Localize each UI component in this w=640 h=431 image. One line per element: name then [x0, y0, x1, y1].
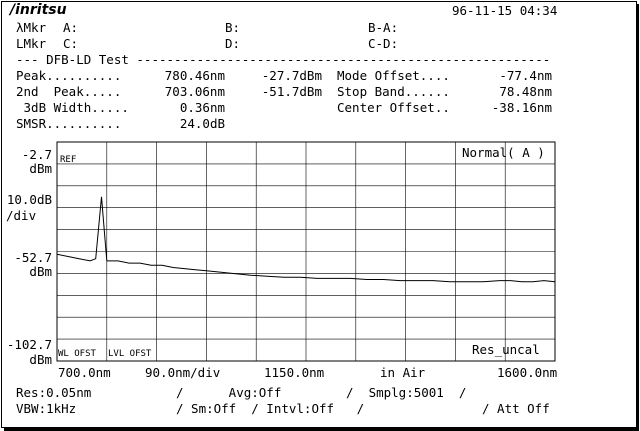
peak-label: Peak.......... — [16, 68, 122, 83]
y-ref-value: -52.7 — [14, 250, 52, 265]
stop-band-value: 78.48nm — [499, 84, 552, 99]
y-bottom-unit: dBm — [29, 352, 52, 367]
x-start-label: 700.0nm — [58, 365, 111, 380]
peak-wavelength: 780.46nm — [164, 68, 225, 83]
width-label: 3dB Width..... — [16, 100, 129, 115]
average-setting: / Avg:Off — [176, 385, 282, 400]
peak-level: -27.7dBm — [261, 68, 322, 83]
marker-b-a: B-A: — [368, 20, 399, 35]
ref-tag: REF — [60, 155, 77, 165]
width-value: 0.36nm — [179, 100, 225, 115]
vbw-setting: VBW:1kHz — [16, 401, 77, 416]
marker-b: B: — [225, 20, 241, 35]
datetime: 96-11-15 04:34 — [452, 3, 558, 18]
resolution-status: Res_uncal — [472, 342, 540, 357]
y-top-unit: dBm — [29, 161, 52, 176]
marker-c-d: C-D: — [368, 36, 399, 51]
second-peak-label: 2nd Peak..... — [16, 84, 122, 99]
second-peak-wavelength: 703.06nm — [164, 84, 225, 99]
x-div-label: 90.0nm/div — [145, 365, 221, 380]
frame-shadow — [4, 428, 639, 431]
grid — [57, 142, 555, 361]
smsr-value: 24.0dB — [179, 116, 225, 131]
medium-label: in Air — [380, 365, 426, 380]
mode-offset-label: Mode Offset.... — [337, 68, 450, 83]
smooth-interval-setting: / Sm:Off / Intvl:Off / — [176, 401, 365, 416]
x-center-label: 1150.0nm — [264, 365, 325, 380]
y-bottom-value: -102.7 — [6, 337, 52, 352]
second-peak-level: -51.7dBm — [261, 84, 322, 99]
resolution-setting: Res:0.05nm — [16, 385, 92, 400]
level-marker-label: LMkr — [16, 36, 47, 51]
attenuator-setting: / Att Off — [482, 401, 550, 416]
y-ref-unit: dBm — [29, 264, 52, 279]
y-top-value: -2.7 — [21, 147, 52, 162]
stop-band-label: Stop Band...... — [337, 84, 450, 99]
marker-c: C: — [63, 36, 79, 51]
brand-logo: /inritsu — [10, 2, 67, 18]
center-offset-label: Center Offset.. — [337, 100, 450, 115]
marker-d: D: — [225, 36, 241, 51]
test-title-line: --- DFB-LD Test ------------------------… — [16, 53, 551, 67]
y-scale-unit: /div — [6, 208, 37, 223]
sampling-setting: / Smplg:5001 / — [346, 385, 467, 400]
mode-offset-value: -77.4nm — [499, 68, 552, 83]
center-offset-value: -38.16nm — [491, 100, 552, 115]
y-scale-value: 10.0dB — [6, 192, 52, 207]
wavelength-marker-label: λMkr — [16, 20, 47, 35]
display-mode: Normal( A ) — [462, 145, 545, 160]
smsr-label: SMSR.......... — [16, 116, 122, 131]
frame-shadow — [636, 4, 639, 429]
x-stop-label: 1600.0nm — [497, 365, 558, 380]
level-offset-tag: LVL OFST — [108, 349, 152, 359]
wl-offset-tag: WL OFST — [58, 349, 96, 359]
marker-a: A: — [63, 20, 79, 35]
spectrum-trace — [56, 196, 556, 283]
